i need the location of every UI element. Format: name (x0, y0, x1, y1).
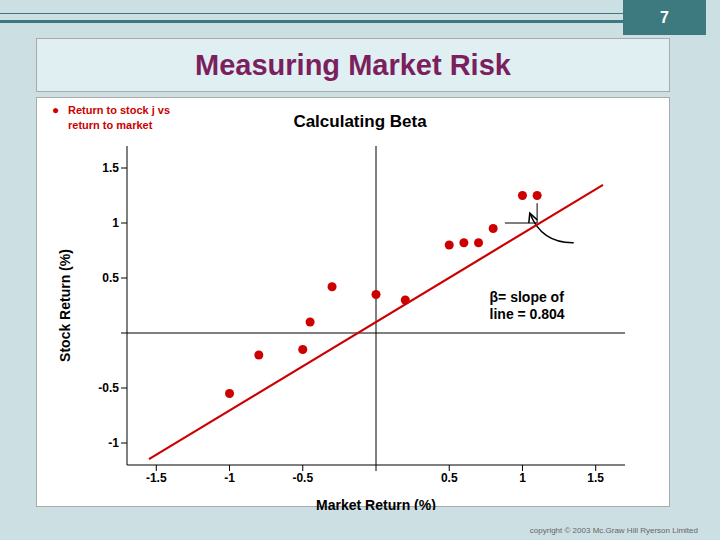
svg-text:Stock Return (%): Stock Return (%) (57, 249, 73, 362)
svg-text:-1: -1 (108, 436, 119, 450)
html-text:7: 7 (660, 8, 669, 26)
svg-text:1: 1 (519, 471, 526, 485)
html-text:Calculating Beta: Calculating Beta (293, 112, 427, 131)
svg-text:0.5: 0.5 (102, 271, 119, 285)
html-text:Measuring Market Risk: Measuring Market Risk (195, 48, 511, 81)
html-text:β= slope of line = 0.804: β= slope of line = 0.804 (489, 288, 565, 322)
svg-text:1.5: 1.5 (102, 161, 119, 175)
svg-text:1: 1 (112, 216, 119, 230)
html-text:copyright © 2003 Mc.Graw Hill: copyright © 2003 Mc.Graw Hill Ryerson Li… (529, 526, 698, 535)
svg-text:-1: -1 (224, 471, 235, 485)
html-text:Return to stock j vs return to: Return to stock j vs return to market (68, 104, 171, 132)
svg-text:1.5: 1.5 (587, 471, 604, 485)
svg-text:-0.5: -0.5 (292, 471, 313, 485)
svg-text:0.5: 0.5 (441, 471, 458, 485)
svg-text:Market Return (%): Market Return (%) (316, 497, 436, 510)
svg-text:-0.5: -0.5 (98, 381, 119, 395)
svg-text:-1.5: -1.5 (146, 471, 167, 485)
